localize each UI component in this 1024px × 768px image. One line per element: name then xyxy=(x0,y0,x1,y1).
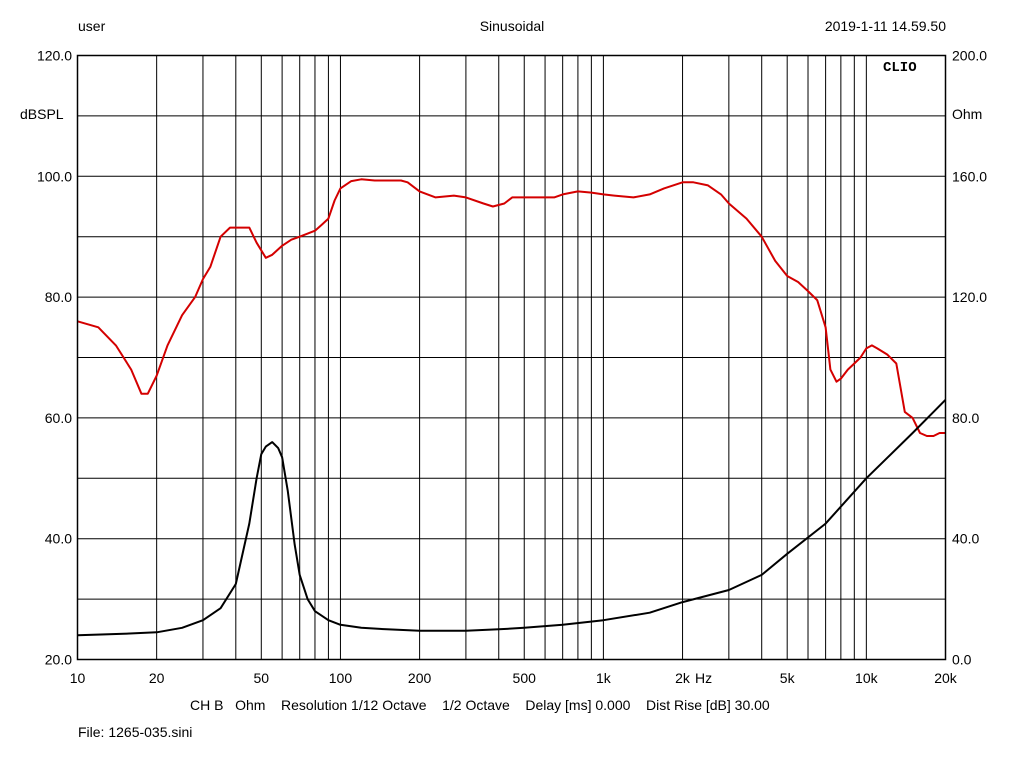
x-tick-label: 100 xyxy=(329,670,353,686)
brand-backing xyxy=(878,57,930,76)
chart-series xyxy=(77,178,947,637)
y-axis-right-label: Ohm xyxy=(952,106,982,122)
y-axis-left-label: dBSPL xyxy=(20,106,64,122)
plot-frame xyxy=(76,54,947,661)
y-left-tick-label: 40.0 xyxy=(45,531,72,547)
clio-logo: CLIO xyxy=(883,60,917,76)
x-tick-label: 20 xyxy=(149,670,165,686)
y-left-tick-label: 120.0 xyxy=(37,48,72,64)
y-left-tick-label: 100.0 xyxy=(37,168,72,184)
x-tick-label: 10k xyxy=(855,670,879,686)
y-right-tick-label: 200.0 xyxy=(952,48,987,64)
y-left-tick-label: 20.0 xyxy=(45,652,72,668)
x-tick-label: 1k xyxy=(596,670,612,686)
x-tick-label: 50 xyxy=(254,670,270,686)
spl-curve xyxy=(77,178,946,437)
file-name: File: 1265-035.sini xyxy=(78,724,193,740)
y-left-tick-label: 60.0 xyxy=(45,410,72,426)
y-right-tick-label: 80.0 xyxy=(952,410,979,426)
y-right-tick-label: 160.0 xyxy=(952,168,987,184)
x-tick-label: 10 xyxy=(70,670,86,686)
timestamp: 2019-1-11 14.59.50 xyxy=(824,18,946,34)
chart-ticks: 10 20 50 100 200 500 1k 2k 5k 10k 20k 20.0 40.0 60.0 8… xyxy=(37,48,987,687)
measurement-mode: Sinusoidal xyxy=(479,18,545,34)
user-label: user xyxy=(78,18,106,34)
y-right-tick-label: 0.0 xyxy=(952,652,972,668)
chart-grid xyxy=(77,55,946,660)
x-tick-label: 200 xyxy=(408,670,432,686)
x-axis-unit: Hz xyxy=(695,670,712,686)
measurement-settings: CH B Ohm Resolution 1/12 Octave 1/2 Octa… xyxy=(190,697,770,713)
y-right-tick-label: 40.0 xyxy=(952,531,979,547)
x-tick-label: 500 xyxy=(513,670,537,686)
x-tick-label: 2k xyxy=(675,670,691,686)
impedance-curve xyxy=(77,399,947,637)
x-tick-label: 20k xyxy=(934,670,958,686)
y-left-tick-label: 80.0 xyxy=(45,289,72,305)
x-tick-label: 5k xyxy=(780,670,796,686)
y-right-tick-label: 120.0 xyxy=(952,289,987,305)
